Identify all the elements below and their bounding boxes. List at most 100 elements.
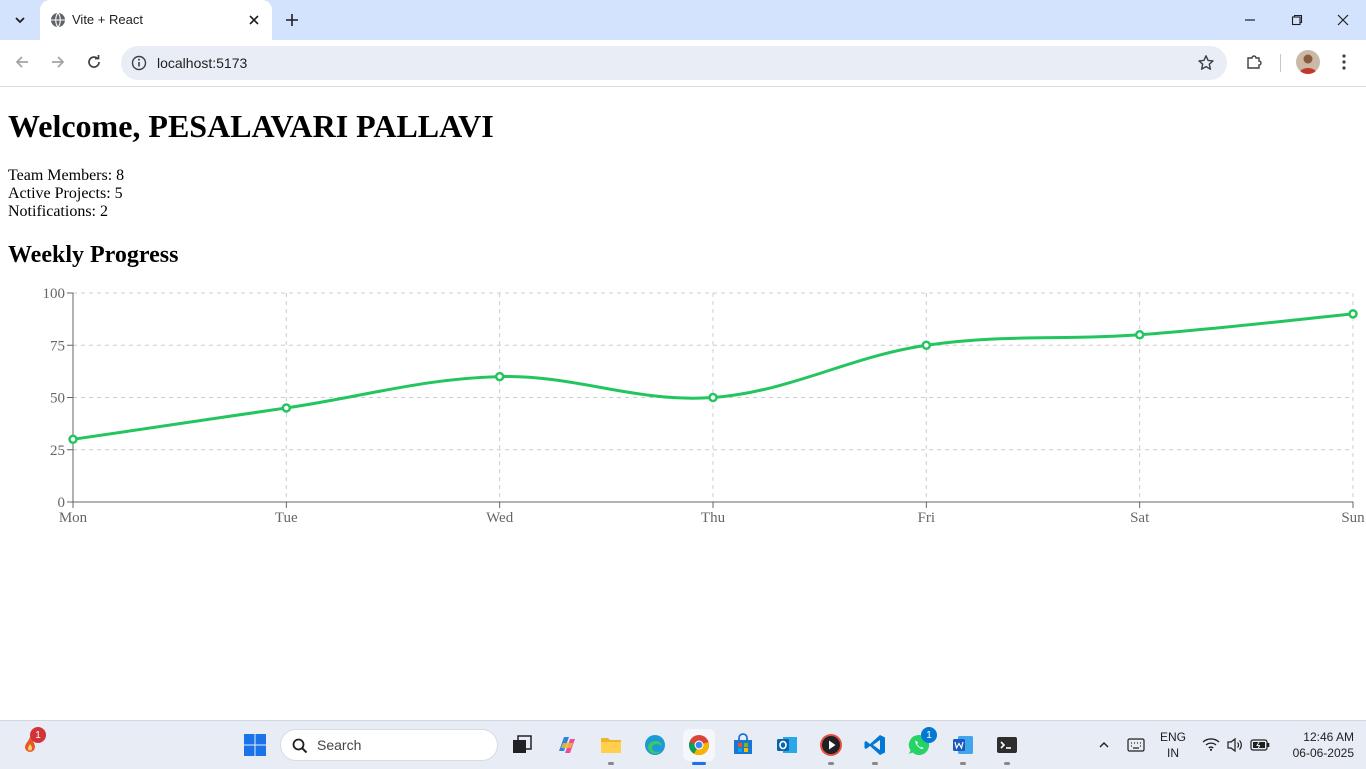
keyboard-icon [1127,738,1145,752]
region-code: IN [1167,746,1179,760]
copilot-icon [559,737,575,753]
data-point [1134,330,1145,340]
whatsapp-button[interactable]: 1 [903,727,937,761]
x-tick-label: Sun [1341,510,1365,526]
tab-search-button[interactable] [6,6,34,34]
profile-avatar[interactable] [1296,50,1320,74]
browser-menu-button[interactable] [1332,50,1356,74]
url-text[interactable]: localhost:5173 [157,55,248,71]
edge-icon [645,735,665,755]
notification-app-button[interactable]: 1 [14,727,46,761]
outlook-button[interactable] [771,729,803,761]
close-icon [249,15,259,25]
extensions-button[interactable] [1242,50,1266,74]
reload-button[interactable] [82,50,106,74]
y-tick-label: 75 [50,338,65,354]
site-info-icon[interactable] [131,55,147,71]
y-tick-label: 50 [50,391,65,407]
close-window-button[interactable] [1331,8,1355,32]
task-view-icon [513,735,532,753]
vscode-button[interactable] [859,729,891,765]
tab-strip: Vite + React [0,0,1366,40]
team-members-stat: Team Members: 8 [8,167,125,184]
data-point [921,340,932,350]
terminal-icon [997,737,1017,753]
running-indicator [828,762,834,765]
new-tab-button[interactable] [282,10,302,30]
active-projects-stat: Active Projects: 5 [8,185,123,202]
page-title: Welcome, PESALAVARI PALLAVI [8,108,494,144]
data-point [494,371,505,382]
y-tick-label: 100 [43,286,66,302]
play-icon [820,734,842,756]
chevron-up-icon [1099,742,1109,748]
more-vertical-icon [1342,54,1346,70]
file-explorer-button[interactable] [595,729,627,765]
touch-keyboard-button[interactable] [1120,729,1152,761]
weekly-progress-chart: 0 25 50 75 100 Mon Tue Wed Thu Fri Sat Sun [43,286,1366,526]
store-button[interactable] [727,729,759,761]
chevron-down-icon [15,17,25,24]
clock[interactable]: 12:46 AM 06-06-2025 [1282,729,1354,761]
restore-button[interactable] [1285,8,1309,32]
store-icon [734,733,752,754]
show-hidden-icons-button[interactable] [1088,729,1120,761]
terminal-button[interactable] [991,729,1023,765]
puzzle-icon [1247,55,1262,69]
notifications-stat: Notifications: 2 [8,203,108,220]
language-indicator[interactable]: ENG IN [1156,729,1190,761]
page-content: Welcome, PESALAVARI PALLAVI Team Members… [0,87,1366,720]
data-point [708,392,718,403]
volume-icon [1227,737,1242,753]
clock-date: 06-06-2025 [1292,746,1354,760]
notification-badge: 1 [30,727,46,743]
minimize-icon [1245,19,1255,21]
word-button[interactable] [947,729,979,765]
y-tick-label: 0 [58,495,66,511]
start-button[interactable] [239,729,271,761]
x-tick-label: Tue [275,510,298,526]
taskbar-search-box[interactable]: Search [280,729,498,761]
section-title: Weekly Progress [8,242,179,268]
active-indicator [692,762,706,765]
battery-icon [1250,739,1270,751]
toolbar-divider [1280,54,1281,72]
data-point [68,434,78,445]
running-indicator [872,762,878,765]
word-icon [953,736,973,754]
plus-icon [286,14,298,26]
arrow-left-icon [15,56,28,68]
media-player-button[interactable] [815,729,847,765]
minimize-button[interactable] [1238,8,1262,32]
reload-icon [88,55,100,68]
quick-settings-button[interactable] [1200,733,1272,757]
task-view-button[interactable] [506,729,538,761]
vscode-icon [864,735,885,755]
x-tick-label: Thu [701,510,726,526]
running-indicator [1004,762,1010,765]
address-bar[interactable]: localhost:5173 [121,46,1227,80]
search-placeholder: Search [317,737,362,753]
running-indicator [960,762,966,765]
edge-button[interactable] [639,729,671,761]
folder-icon [601,738,621,753]
bookmark-star-icon[interactable] [1197,54,1215,72]
back-button[interactable] [10,50,34,74]
windows-logo-icon [244,734,266,756]
chrome-button[interactable] [683,729,715,765]
copilot-button[interactable] [551,729,583,761]
globe-icon [51,12,65,28]
tab-close-button[interactable] [246,12,262,28]
x-tick-label: Mon [59,510,88,526]
browser-tab-active[interactable]: Vite + React [40,0,272,40]
chrome-icon [689,735,709,756]
tab-title: Vite + React [72,12,143,27]
language-code: ENG [1159,730,1186,744]
running-indicator [608,762,614,765]
browser-toolbar: localhost:5173 [0,40,1366,87]
arrow-right-icon [52,56,65,68]
clock-time: 12:46 AM [1303,730,1354,744]
y-tick-label: 25 [50,443,65,459]
forward-button[interactable] [46,50,70,74]
x-tick-label: Sat [1130,510,1150,526]
